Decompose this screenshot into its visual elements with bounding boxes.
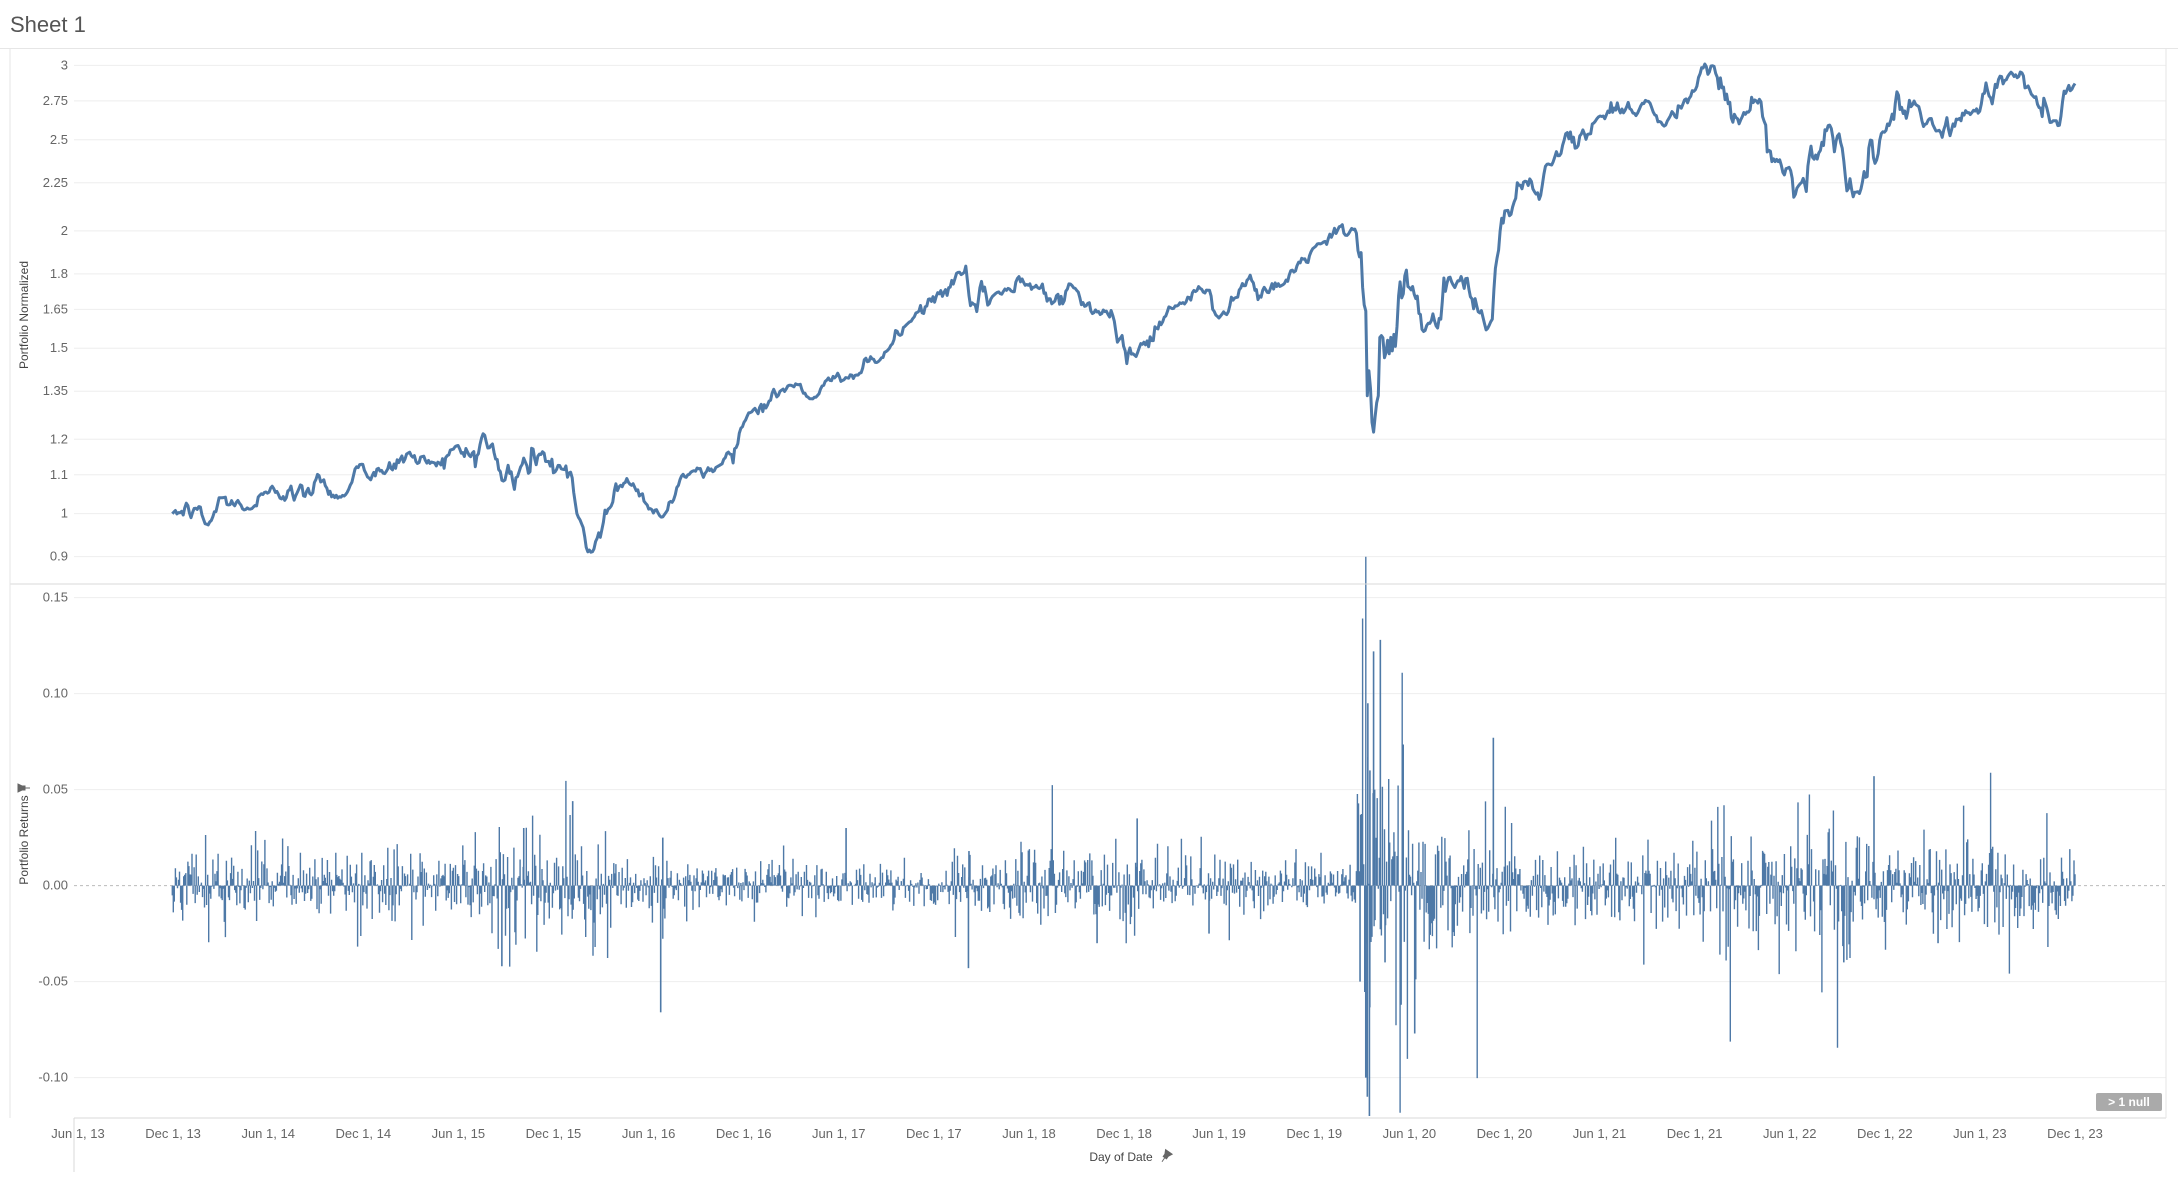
x-tick-label: Dec 1, 21: [1667, 1126, 1723, 1141]
returns-bars-noise: [171, 556, 2076, 1113]
x-tick-label: Jun 1, 20: [1383, 1126, 1437, 1141]
normalized-y-tick-label: 1.5: [50, 340, 68, 355]
returns-y-tick-label: -0.10: [38, 1070, 68, 1085]
null-indicator-badge[interactable]: > 1 null: [2096, 1093, 2162, 1111]
x-tick-label: Jun 1, 16: [622, 1126, 676, 1141]
x-tick-label: Jun 1, 23: [1953, 1126, 2007, 1141]
normalized-y-tick-label: 1.1: [50, 467, 68, 482]
x-tick-label: Dec 1, 23: [2047, 1126, 2103, 1141]
normalized-y-tick-label: 2: [61, 223, 68, 238]
returns-bars[interactable]: [171, 556, 2076, 1116]
x-tick-label: Dec 1, 13: [145, 1126, 201, 1141]
x-tick-label: Dec 1, 20: [1477, 1126, 1533, 1141]
returns-y-tick-label: 0.05: [43, 782, 68, 797]
x-tick-label: Dec 1, 14: [335, 1126, 391, 1141]
x-axis-pin-icon[interactable]: [1159, 1148, 1174, 1164]
x-axis-title: Day of Date: [1089, 1150, 1153, 1164]
x-tick-label: Dec 1, 16: [716, 1126, 772, 1141]
portfolio-normalized-line[interactable]: [171, 62, 2077, 554]
normalized-y-tick-label: 1.65: [43, 301, 68, 316]
x-tick-labels: Jun 1, 13 Dec 1, 13 Jun 1, 14 Dec 1, 14 Jun …: [51, 1126, 2103, 1141]
returns-y-tick-label: 0.15: [43, 590, 68, 605]
normalized-y-tick-label: 2.5: [50, 132, 68, 147]
x-tick-label: Jun 1, 19: [1192, 1126, 1246, 1141]
x-tick-label: Jun 1, 17: [812, 1126, 866, 1141]
normalized-y-tick-label: 0.9: [50, 549, 68, 564]
returns-gridlines: [74, 597, 2166, 1079]
normalized-y-tick-label: 1.2: [50, 431, 68, 446]
normalized-y-tick-label: 2.25: [43, 175, 68, 190]
x-tick-label: Jun 1, 21: [1573, 1126, 1627, 1141]
x-tick-label: Jun 1, 18: [1002, 1126, 1056, 1141]
normalized-y-ticks: 0.9 1 1.1 1.2 1.35 1.5 1.65 1.8 2 2.25 2.5 2.75 3: [43, 57, 68, 563]
normalized-gridlines: [74, 64, 2166, 558]
returns-y-tick-label: -0.05: [38, 974, 68, 989]
x-tick-label: Dec 1, 15: [526, 1126, 582, 1141]
returns-y-ticks: 0.15 0.10 0.05 0.00 -0.05 -0.10: [38, 590, 68, 1085]
x-tick-label: Dec 1, 18: [1096, 1126, 1152, 1141]
x-tick-label: Dec 1, 17: [906, 1126, 962, 1141]
returns-y-tick-label: 0.00: [43, 878, 68, 893]
x-tick-label: Dec 1, 19: [1286, 1126, 1342, 1141]
normalized-y-tick-label: 1.35: [43, 383, 68, 398]
normalized-y-tick-label: 1.8: [50, 266, 68, 281]
x-tick-label: Jun 1, 15: [432, 1126, 486, 1141]
normalized-y-tick-label: 2.75: [43, 93, 68, 108]
normalized-y-tick-label: 3: [61, 57, 68, 72]
x-tick-label: Dec 1, 22: [1857, 1126, 1913, 1141]
portfolio-returns-pane: 0.15 0.10 0.05 0.00 -0.05 -0.10 Portfolio Ret…: [17, 556, 2166, 1116]
returns-pin-icon[interactable]: [17, 783, 30, 793]
x-tick-label: Jun 1, 22: [1763, 1126, 1817, 1141]
normalized-y-axis-title: Portfolio Normalized: [17, 261, 31, 369]
sheet-title: Sheet 1: [10, 12, 86, 37]
returns-y-axis-title: Portfolio Returns: [17, 795, 31, 884]
returns-y-tick-label: 0.10: [43, 686, 68, 701]
x-axis: Jun 1, 13 Dec 1, 13 Jun 1, 14 Dec 1, 14 Jun …: [51, 1117, 2166, 1172]
title-divider: [0, 48, 2178, 49]
x-tick-label: Jun 1, 14: [241, 1126, 295, 1141]
x-tick-label: Jun 1, 13: [51, 1126, 105, 1141]
portfolio-normalized-pane: 0.9 1 1.1 1.2 1.35 1.5 1.65 1.8 2 2.25 2.5 2.75 3 Po…: [17, 57, 2166, 564]
normalized-y-tick-label: 1: [61, 506, 68, 521]
